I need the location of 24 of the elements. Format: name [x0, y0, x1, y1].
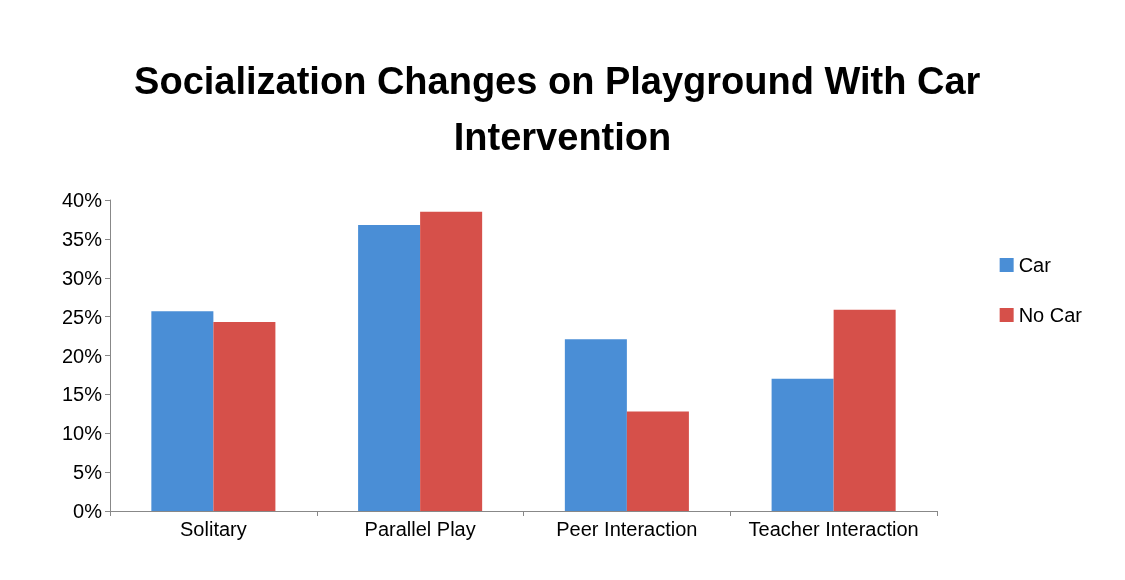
bar	[151, 311, 214, 511]
y-tick-label: 40%	[61, 189, 103, 211]
x-tick-label: Parallel Play	[364, 518, 476, 540]
bar	[833, 309, 896, 511]
bar	[420, 211, 483, 511]
bar	[358, 224, 421, 511]
y-tick-label: 30%	[61, 266, 103, 289]
bar	[213, 322, 276, 511]
legend-label: No Car	[1018, 304, 1083, 326]
y-tick-label: 35%	[61, 227, 103, 250]
bar	[626, 411, 689, 511]
legend-label: Car	[1018, 254, 1052, 276]
y-tick-label: 5%	[73, 461, 103, 484]
y-tick-label: 20%	[61, 344, 103, 367]
y-tick-label: 0%	[73, 500, 103, 522]
y-tick-label: 10%	[61, 422, 103, 445]
x-tick-label: Peer Interaction	[556, 518, 698, 540]
y-tick-label: 25%	[61, 305, 103, 328]
chart-title: Socialization Changes on Playground With Car Intervention	[134, 60, 991, 158]
bar	[564, 339, 627, 511]
bar	[771, 378, 834, 511]
x-tick-label: Teacher Interaction	[748, 518, 919, 540]
y-tick-label: 15%	[61, 383, 103, 406]
x-tick-label: Solitary	[180, 518, 247, 540]
